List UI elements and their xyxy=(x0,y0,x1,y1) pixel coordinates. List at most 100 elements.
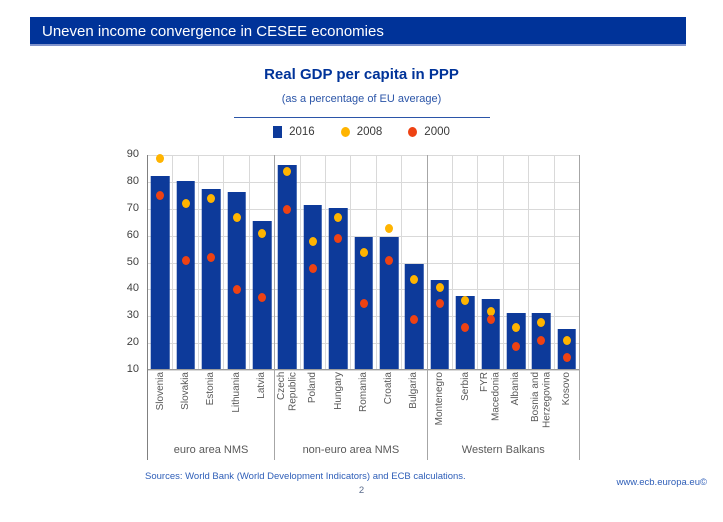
category-label-cell-slovenia: Slovenia xyxy=(148,372,173,444)
dot-2008-croatia xyxy=(385,223,393,233)
gridline-60 xyxy=(147,235,580,237)
dot-2008-kosovo xyxy=(562,336,571,346)
category-label-croatia: Croatia xyxy=(382,372,394,405)
category-label-cell-albania: Albania xyxy=(503,372,528,444)
dot-2008-estonia xyxy=(207,194,216,203)
chart-plot-area: Slovenia Slovakia Estonia Lithuania Latvia eu… xyxy=(147,153,580,460)
bar-2016-montenegro xyxy=(430,280,450,369)
legend-item-2000: 2000 xyxy=(408,126,450,138)
category-label-lithuania: Lithuania xyxy=(230,372,242,413)
group-category-labels: Czech Republic Poland Hungary Romania Croati… xyxy=(275,370,426,444)
dot-2008-serbia xyxy=(461,296,470,306)
category-label-cell-serbia: Serbia xyxy=(453,372,478,444)
group-category-labels: Montenegro Serbia FYR Macedonia Albania Bosn… xyxy=(428,370,579,444)
chart-title: Real GDP per capita in PPP xyxy=(264,66,459,83)
dot-2000-bosnia-and-herzegovina xyxy=(537,336,546,346)
bar-2016-czech-republic xyxy=(278,164,297,369)
dot-2000-latvia xyxy=(257,293,266,303)
category-cell-bulgaria xyxy=(402,155,426,369)
bar-2016-kosovo xyxy=(557,328,577,369)
category-cell-croatia xyxy=(377,155,403,369)
chart-subtitle: (as a percentage of EU average) xyxy=(281,93,442,105)
group-non-euro-area-nms: Czech Republic Poland Hungary Romania Croati… xyxy=(275,155,428,460)
category-label-cell-latvia: Latvia xyxy=(249,372,274,444)
dot-2008-hungary xyxy=(334,212,343,222)
category-cell-lithuania xyxy=(224,155,250,369)
group-plot-row xyxy=(275,155,427,370)
group-western-balkans: Montenegro Serbia FYR Macedonia Albania Bosn… xyxy=(427,155,580,460)
category-label-cell-hungary: Hungary xyxy=(326,372,351,444)
category-cell-hungary xyxy=(326,155,352,369)
category-label-estonia: Estonia xyxy=(205,372,217,406)
slide-header-bar: Uneven income convergence in CESEE econo… xyxy=(30,17,686,46)
group-label-euro-area-nms: euro area NMS xyxy=(173,444,249,456)
bar-2016-lithuania xyxy=(227,191,246,369)
gridline-10 xyxy=(147,370,580,371)
dot-2000-bulgaria xyxy=(410,314,419,324)
category-cell-romania xyxy=(351,155,377,369)
dot-2008-czech-republic xyxy=(283,167,292,177)
dot-2008-slovenia xyxy=(156,153,165,163)
dot-2000-estonia xyxy=(207,253,216,263)
category-label-romania: Romania xyxy=(357,372,369,413)
bar-2016-fyr-macedonia xyxy=(481,299,500,369)
category-label-slovenia: Slovenia xyxy=(154,372,166,411)
group-label-western-balkans: Western Balkans xyxy=(461,444,545,456)
legend-item-2016: 2016 xyxy=(273,126,315,138)
group-label-non-euro-area-nms: non-euro area NMS xyxy=(302,444,400,456)
category-label-cell-czech-republic: Czech Republic xyxy=(275,372,300,444)
dot-2000-albania xyxy=(512,341,520,351)
dot-2000-slovenia xyxy=(156,191,165,201)
group-plot-row xyxy=(427,155,579,370)
category-label-cell-estonia: Estonia xyxy=(198,372,223,444)
gridline-90 xyxy=(147,155,580,156)
category-cell-czech-republic xyxy=(275,155,301,369)
category-label-cell-bulgaria: Bulgaria xyxy=(401,372,426,444)
category-cell-slovakia xyxy=(173,155,199,369)
category-cell-fyr-macedonia xyxy=(478,155,504,369)
bar-2016-albania xyxy=(506,312,526,369)
ecb-url: www.ecb.europa.eu© xyxy=(616,477,707,488)
dot-2000-slovakia xyxy=(181,255,190,265)
ytick-label-20: 20 xyxy=(126,336,139,349)
chart-legend: 2016 2008 2000 xyxy=(0,126,723,138)
dot-2000-lithuania xyxy=(232,285,241,295)
category-label-latvia: Latvia xyxy=(255,372,267,399)
dot-2008-bulgaria xyxy=(410,274,419,284)
ytick-label-30: 30 xyxy=(126,309,139,322)
category-cell-slovenia xyxy=(148,153,174,369)
page-number: 2 xyxy=(358,485,365,496)
legend-label-2008: 2008 xyxy=(356,126,383,138)
category-label-cell-montenegro: Montenegro xyxy=(428,372,453,444)
category-cell-albania xyxy=(504,155,530,369)
group-euro-area-nms: Slovenia Slovakia Estonia Lithuania Latvia eu… xyxy=(148,153,276,460)
dot-2008-fyr-macedonia xyxy=(486,306,495,316)
category-label-slovakia: Slovakia xyxy=(180,372,192,410)
bar-2016-poland xyxy=(303,205,323,369)
category-cell-montenegro xyxy=(428,155,453,369)
dot-2000-fyr-macedonia xyxy=(486,314,495,324)
dot-2000-croatia xyxy=(385,255,393,265)
bar-2016-serbia xyxy=(455,296,475,369)
category-cell-bosnia-and-herzegovina xyxy=(529,155,555,369)
category-label-fyr-macedonia: FYR Macedonia xyxy=(479,372,502,421)
ytick-label-70: 70 xyxy=(126,201,139,214)
category-label-cell-fyr-macedonia: FYR Macedonia xyxy=(478,372,503,444)
dot-marker-icon xyxy=(340,127,350,137)
category-cell-kosovo xyxy=(555,155,579,369)
dot-2000-serbia xyxy=(461,323,470,332)
dot-2000-kosovo xyxy=(562,352,571,362)
bar-marker-icon xyxy=(273,126,283,138)
legend-item-2008: 2008 xyxy=(340,126,383,138)
bar-2016-estonia xyxy=(201,188,221,369)
dot-2008-slovakia xyxy=(181,199,190,209)
ytick-label-80: 80 xyxy=(126,174,139,187)
category-cell-estonia xyxy=(199,155,225,369)
dot-2008-albania xyxy=(512,323,520,332)
subtitle-divider xyxy=(234,117,490,118)
ytick-label-90: 90 xyxy=(126,148,139,160)
category-label-bosnia-and-herzegovina: Bosnia and Herzegovina xyxy=(529,372,553,429)
category-label-czech-republic: Czech Republic xyxy=(276,372,299,411)
bar-2016-croatia xyxy=(379,237,399,369)
